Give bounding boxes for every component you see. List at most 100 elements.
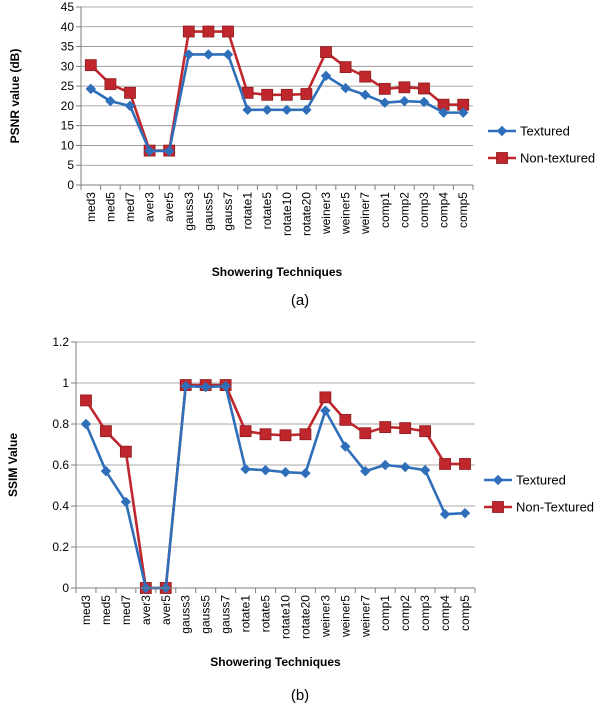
data-point [84,59,97,72]
x-tick-label: med3 [79,595,93,625]
plot-area [81,6,473,166]
data-point [359,427,372,440]
data-point [85,83,97,95]
data-point [259,428,272,441]
data-point [398,81,411,94]
series-textured [80,380,471,594]
y-tick-label: 0.4 [52,499,69,513]
data-point [280,466,291,478]
panel-label: (a) [291,292,309,309]
data-point [319,391,332,404]
x-tick-label: comp2 [398,595,412,631]
data-point [300,467,311,479]
x-axis: med3 med5 med7 aver3 aver5 gauss3 gauss5 gauss7… [80,184,474,236]
x-tick-label: comp3 [418,595,432,631]
legend-marker [496,152,508,164]
data-point [80,418,92,430]
data-point [439,458,451,470]
x-tick-label: comp4 [437,192,451,228]
legend: Textured Non-Textured [484,473,594,515]
series-non-textured [84,25,470,157]
data-point [240,463,251,475]
y-tick-label: 5 [67,158,74,172]
legend-marker [492,501,504,513]
legend-item: Non-Textured [484,500,594,515]
x-tick-label: gauss5 [199,595,213,634]
y-axis-title: SSIM Value [6,433,20,497]
legend: Textured Non-textured [488,124,595,166]
y-tick-label: 0.2 [52,540,69,554]
y-tick-label: 40 [61,20,75,34]
data-point [459,458,471,470]
data-point [119,445,132,458]
data-point [380,459,391,471]
x-tick-label: aver3 [143,192,157,222]
x-tick-label: weiner5 [339,192,353,235]
series-textured [85,49,469,157]
x-tick-label: gauss3 [182,192,196,231]
data-point [261,104,273,116]
y-tick-label: 25 [61,79,75,93]
x-tick-label: comp1 [378,192,392,228]
data-point [260,464,271,476]
x-tick-label: gauss3 [179,595,193,634]
x-tick-label: weiner3 [318,595,332,638]
y-tick-label: 1.2 [52,335,69,349]
y-tick-label: 1 [62,376,69,390]
x-tick-label: rotate5 [259,595,273,633]
legend-item: Non-textured [488,151,595,166]
data-point [239,425,252,438]
data-point [182,25,195,38]
data-point [220,380,231,392]
x-tick-label: med5 [99,595,113,625]
data-point [299,428,312,441]
x-axis: med3 med5 med7 aver3 aver5 gauss3 gauss5 gauss7… [75,587,476,639]
x-tick-label: rotate20 [298,595,312,639]
series-line [84,383,466,590]
data-point [242,104,253,116]
data-point [163,145,175,157]
data-point [459,507,471,519]
y-tick-label: 10 [61,138,75,152]
x-tick-label: rotate20 [299,192,313,236]
data-point [222,25,234,38]
x-tick-label: comp5 [458,595,472,631]
x-tick-label: comp5 [456,192,470,228]
y-tick-label: 0 [67,178,74,192]
data-point [104,78,117,91]
x-tick-label: rotate1 [239,595,253,633]
legend-label: Textured [520,124,570,139]
data-point [418,96,430,108]
legend-item: Textured [488,124,570,139]
data-point [320,46,332,58]
legend-marker [492,474,504,486]
data-point [281,104,293,116]
y-tick-label: 0 [62,581,69,595]
data-point [203,49,214,60]
data-point [457,107,469,118]
data-point [180,380,191,392]
data-point [379,421,392,433]
legend-label: Non-Textured [516,500,594,515]
data-point [80,394,92,407]
y-tick-label: 30 [61,59,75,73]
data-point [261,88,274,101]
y-tick-label: 45 [61,0,75,14]
data-point [144,145,155,157]
x-tick-label: med3 [84,192,98,222]
legend-marker [496,125,508,137]
data-point [379,97,391,108]
y-axis: 0 0.2 0.4 0.6 0.8 1 1.2 [52,335,77,595]
data-point [124,86,136,99]
x-tick-label: comp3 [417,192,431,228]
x-tick-label: rotate10 [280,192,294,236]
data-point [339,61,352,74]
data-point [320,70,332,82]
data-point [339,413,352,426]
data-point [419,464,431,476]
data-point [100,425,112,438]
x-tick-label: weiner7 [358,192,372,235]
chart-psnr: 0 5 10 15 20 25 30 35 40 45 med3 med5 med7 aver3 aver5… [8,0,595,309]
data-point [359,70,372,83]
